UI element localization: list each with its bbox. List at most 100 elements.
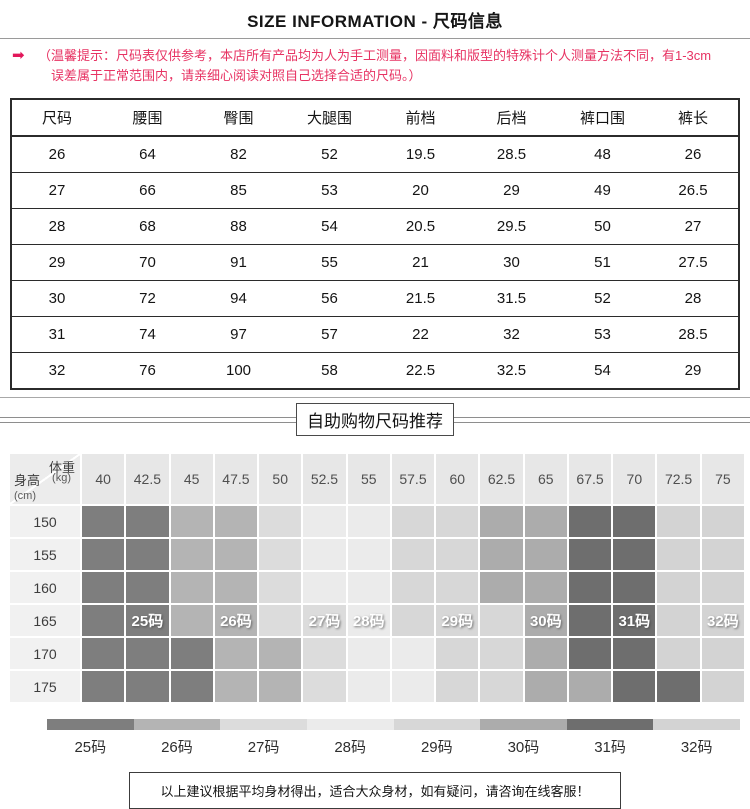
legend-swatch — [306, 719, 394, 730]
heatmap-cell — [259, 605, 302, 636]
table-cell: 32 — [11, 352, 102, 389]
heatmap-cell — [480, 605, 523, 636]
page-title: SIZE INFORMATION - 尺码信息 — [247, 12, 503, 31]
height-axis-unit: (cm) — [14, 490, 36, 502]
column-header: 尺码 — [11, 99, 102, 137]
weight-column-header: 52.5 — [303, 454, 346, 504]
heatmap-cell — [170, 539, 213, 570]
weight-column-header: 60 — [436, 454, 479, 504]
table-cell: 31.5 — [466, 280, 557, 317]
heatmap-cell — [524, 671, 567, 702]
legend-bar — [47, 719, 740, 730]
height-row-header: 155 — [10, 539, 80, 570]
height-row-header: 175 — [10, 671, 80, 702]
heatmap-cell — [701, 638, 744, 669]
heatmap-cell — [259, 539, 302, 570]
heatmap-cell: 28码 — [347, 605, 390, 636]
heatmap-cell — [391, 638, 435, 669]
weight-column-header: 72.5 — [657, 454, 700, 504]
column-header: 臀围 — [193, 99, 284, 137]
heatmap-cell — [126, 539, 169, 570]
table-cell: 97 — [193, 316, 284, 353]
size-label: 25码 — [131, 613, 164, 630]
weight-axis-label: 体重 — [48, 460, 75, 475]
size-tip: ➡ （温馨提示：尺码表仅供参考，本店所有产品均为人为手工测量，因面料和版型的特殊… — [12, 46, 738, 86]
heatmap-cell — [524, 572, 567, 603]
table-cell: 53 — [284, 172, 375, 209]
heatmap-cell — [214, 539, 258, 570]
table-cell: 51 — [557, 244, 648, 281]
footer-note: 以上建议根据平均身材得出，适合大众身材，如有疑问，请咨询在线客服！ — [129, 772, 621, 809]
size-table-header-row: 尺码 腰围 臀围 大腿围 前档 后档 裤口围 裤长 — [11, 99, 739, 137]
heatmap-cell — [657, 671, 700, 702]
heatmap-cell — [391, 572, 435, 603]
height-row-header: 170 — [10, 638, 80, 669]
heatmap-cell — [524, 638, 567, 669]
size-label: 31码 — [618, 613, 651, 630]
weight-column-header: 65 — [524, 454, 567, 504]
table-cell: 74 — [102, 316, 193, 353]
legend-swatch — [653, 719, 740, 730]
heatmap-cell — [480, 638, 523, 669]
legend-label: 30码 — [507, 739, 540, 756]
heatmap-cell — [126, 572, 169, 603]
heatmap-cell — [701, 572, 744, 603]
size-table-body: 26 64 82 52 19.5 28.5 48 26 27 66 85 53 20 29 49 26.5 28… — [11, 135, 739, 389]
section-divider — [0, 397, 750, 398]
table-cell: 50 — [557, 208, 648, 245]
table-cell: 94 — [193, 280, 284, 317]
size-label: 28码 — [352, 613, 385, 630]
heatmap-cell: 30码 — [524, 605, 567, 636]
legend-swatch — [47, 719, 134, 730]
heatmap-cell — [347, 506, 390, 537]
table-row: 27 66 85 53 20 29 49 26.5 — [11, 172, 739, 209]
heatmap-cell — [347, 638, 390, 669]
weight-column-header: 67.5 — [568, 454, 612, 504]
legend-label: 29码 — [420, 739, 453, 756]
table-cell: 52 — [557, 280, 648, 317]
table-cell: 72 — [102, 280, 193, 317]
table-cell: 20 — [375, 172, 466, 209]
table-cell: 52 — [284, 135, 375, 173]
table-cell: 29 — [466, 172, 557, 209]
column-header: 前档 — [375, 99, 466, 137]
table-cell: 32 — [466, 316, 557, 353]
heatmap-cell — [259, 671, 302, 702]
size-label: 30码 — [529, 613, 562, 630]
legend-swatch — [393, 719, 481, 730]
heatmap-cell — [701, 671, 744, 702]
table-cell: 55 — [284, 244, 375, 281]
legend-label: 31码 — [594, 739, 626, 756]
heatmap-cell — [436, 539, 479, 570]
heatmap-cell — [568, 506, 612, 537]
recommend-heading: 自助购物尺码推荐 — [296, 403, 454, 436]
table-cell: 54 — [557, 352, 648, 389]
weight-column-header: 62.5 — [480, 454, 523, 504]
table-cell: 28.5 — [648, 316, 739, 353]
table-cell: 22 — [375, 316, 466, 353]
heatmap-cell: 26码 — [214, 605, 258, 636]
size-label: 27码 — [308, 613, 341, 630]
table-cell: 22.5 — [375, 352, 466, 389]
table-row: 29 70 91 55 21 30 51 27.5 — [11, 244, 739, 281]
heatmap-cell — [391, 539, 435, 570]
weight-axis-unit: (kg) — [52, 472, 71, 484]
table-row: 32 76 100 58 22.5 32.5 54 29 — [11, 352, 739, 389]
heatmap-cell — [214, 572, 258, 603]
table-row: 31 74 97 57 22 32 53 28.5 — [11, 316, 739, 353]
table-cell: 29 — [648, 352, 739, 389]
heatmap-cell — [214, 671, 258, 702]
column-header: 后档 — [466, 99, 557, 137]
heatmap-cell — [214, 638, 258, 669]
weight-column-header: 70 — [613, 454, 656, 504]
heatmap-cell — [613, 539, 656, 570]
table-cell: 28 — [648, 280, 739, 317]
heatmap-cell — [568, 605, 612, 636]
table-cell: 56 — [284, 280, 375, 317]
heatmap-cell — [701, 539, 744, 570]
heatmap-cell — [259, 572, 302, 603]
heatmap-cell — [480, 671, 523, 702]
heatmap-cell — [259, 638, 302, 669]
table-cell: 32.5 — [466, 352, 557, 389]
legend-swatch — [566, 719, 654, 730]
